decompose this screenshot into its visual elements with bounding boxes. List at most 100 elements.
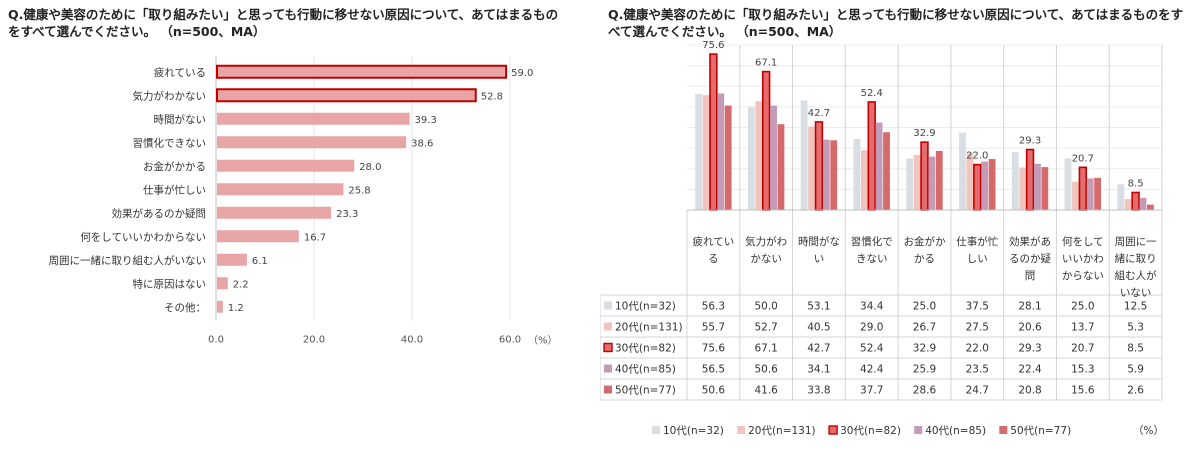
- legend-swatch: [737, 426, 746, 434]
- bar: [875, 122, 883, 210]
- data-label: 20.7: [1072, 153, 1094, 164]
- bar: [920, 141, 929, 211]
- bar: [217, 300, 223, 313]
- bar: [1011, 152, 1019, 210]
- category-label: 効果があ: [1009, 235, 1051, 248]
- bar: [695, 93, 702, 210]
- legend-label: 20代(n=131): [748, 425, 816, 437]
- bar: [770, 105, 777, 210]
- category-label: 問: [1025, 270, 1036, 282]
- bar: [217, 253, 247, 266]
- bar: [702, 95, 710, 210]
- bar: [867, 101, 876, 211]
- category-label: る: [708, 253, 719, 265]
- data-label: 75.6: [702, 40, 724, 51]
- table-cell: 50.0: [754, 301, 777, 313]
- right-chart-title: Q.健康や美容のために「取り組みたい」と思っても行動に移せない原因について、あて…: [608, 7, 1184, 39]
- data-label: 28.0: [359, 162, 381, 173]
- category-label: 緒に取り: [1115, 252, 1157, 265]
- legend-swatch: [999, 426, 1008, 434]
- left-bar-chart: 0.0 20.0 40.0 60.0 （%） 疲れている 59.0 気力がわかない 52.8 時間…: [49, 56, 558, 347]
- category-label: きない: [856, 253, 888, 265]
- data-label: 67.1: [755, 58, 777, 69]
- table-cell: 28.1: [1018, 301, 1041, 313]
- category-label: い: [814, 253, 825, 265]
- table-cell: 50.6: [754, 364, 778, 376]
- table-cell: 25.0: [913, 301, 936, 313]
- bar: [808, 126, 815, 210]
- bar: [1147, 204, 1154, 210]
- series-swatch: [604, 364, 612, 373]
- category-label: からない: [1062, 270, 1104, 282]
- bar: [988, 159, 996, 210]
- table-cell: 25.9: [913, 364, 936, 376]
- data-label: 6.1: [252, 256, 268, 267]
- data-label: 1.2: [228, 303, 244, 314]
- bar: [216, 88, 477, 103]
- bar: [717, 93, 725, 210]
- category-label: お金がかかる: [143, 160, 206, 173]
- table-cell: 29.3: [1018, 343, 1041, 355]
- unit-label: （%）: [1133, 425, 1164, 437]
- bar: [1094, 177, 1102, 210]
- table-cell: 26.7: [913, 322, 936, 334]
- category-label: お金がか: [904, 235, 946, 248]
- table-cell: 52.4: [860, 343, 884, 355]
- category-label: その他：: [164, 301, 206, 314]
- data-label: 8.5: [1128, 178, 1144, 189]
- bar: [217, 206, 332, 219]
- category-label: 疲れてい: [693, 235, 735, 248]
- data-label: 25.8: [348, 185, 370, 196]
- bar: [216, 64, 508, 79]
- category-label: かる: [914, 253, 935, 265]
- category-label: 周囲に一: [1115, 236, 1157, 248]
- bar: [883, 132, 890, 210]
- data-label: 52.4: [861, 88, 883, 99]
- category-label: るのか疑: [1009, 253, 1051, 265]
- category-label: いない: [1120, 287, 1152, 299]
- category-label: 組む人が: [1115, 269, 1157, 282]
- series-swatch: [604, 322, 612, 331]
- data-label: 38.6: [411, 138, 433, 149]
- category-label: 仕事が忙しい: [143, 183, 206, 196]
- bar: [906, 158, 914, 210]
- bar: [966, 153, 974, 210]
- data-label: 52.8: [481, 91, 503, 102]
- legend-label: 10代(n=32): [663, 425, 724, 437]
- table-cell: 5.9: [1127, 364, 1144, 376]
- data-label: 29.3: [1019, 136, 1041, 147]
- category-label: かない: [750, 253, 782, 265]
- table-cell: 56.3: [702, 301, 725, 313]
- data-label: 2.2: [233, 279, 249, 290]
- table-cell: 34.4: [860, 301, 884, 313]
- table-cell: 32.9: [913, 343, 936, 355]
- table-cell: 40.5: [807, 322, 830, 334]
- table-cell: 29.0: [860, 322, 883, 334]
- table-cell: 28.6: [913, 385, 937, 397]
- bar: [1117, 184, 1125, 210]
- bar: [217, 277, 228, 290]
- table-cell: 41.6: [754, 385, 778, 397]
- bar: [217, 112, 410, 125]
- bar: [761, 70, 771, 211]
- bar: [928, 156, 936, 210]
- category-label: しい: [967, 253, 988, 265]
- bar: [913, 154, 921, 210]
- table-cell: 33.8: [807, 385, 830, 397]
- category-label: 周囲に一緒に取り組む人がいない: [49, 254, 207, 267]
- bar: [217, 230, 299, 243]
- category-label: 気力がわ: [745, 235, 787, 248]
- bar: [755, 101, 763, 210]
- legend-label: 30代(n=82): [840, 425, 901, 437]
- data-label: 42.7: [808, 108, 830, 119]
- series-swatch: [604, 301, 612, 310]
- table-cell: 53.1: [807, 301, 830, 313]
- table-cell: 52.7: [754, 322, 777, 334]
- table-cell: 56.5: [702, 364, 725, 376]
- table-cell: 37.5: [966, 301, 989, 313]
- category-label: 時間がな: [798, 235, 840, 248]
- bar: [853, 139, 861, 210]
- bar: [822, 139, 830, 210]
- table-cell: 24.7: [966, 385, 989, 397]
- legend-swatch: [828, 425, 838, 435]
